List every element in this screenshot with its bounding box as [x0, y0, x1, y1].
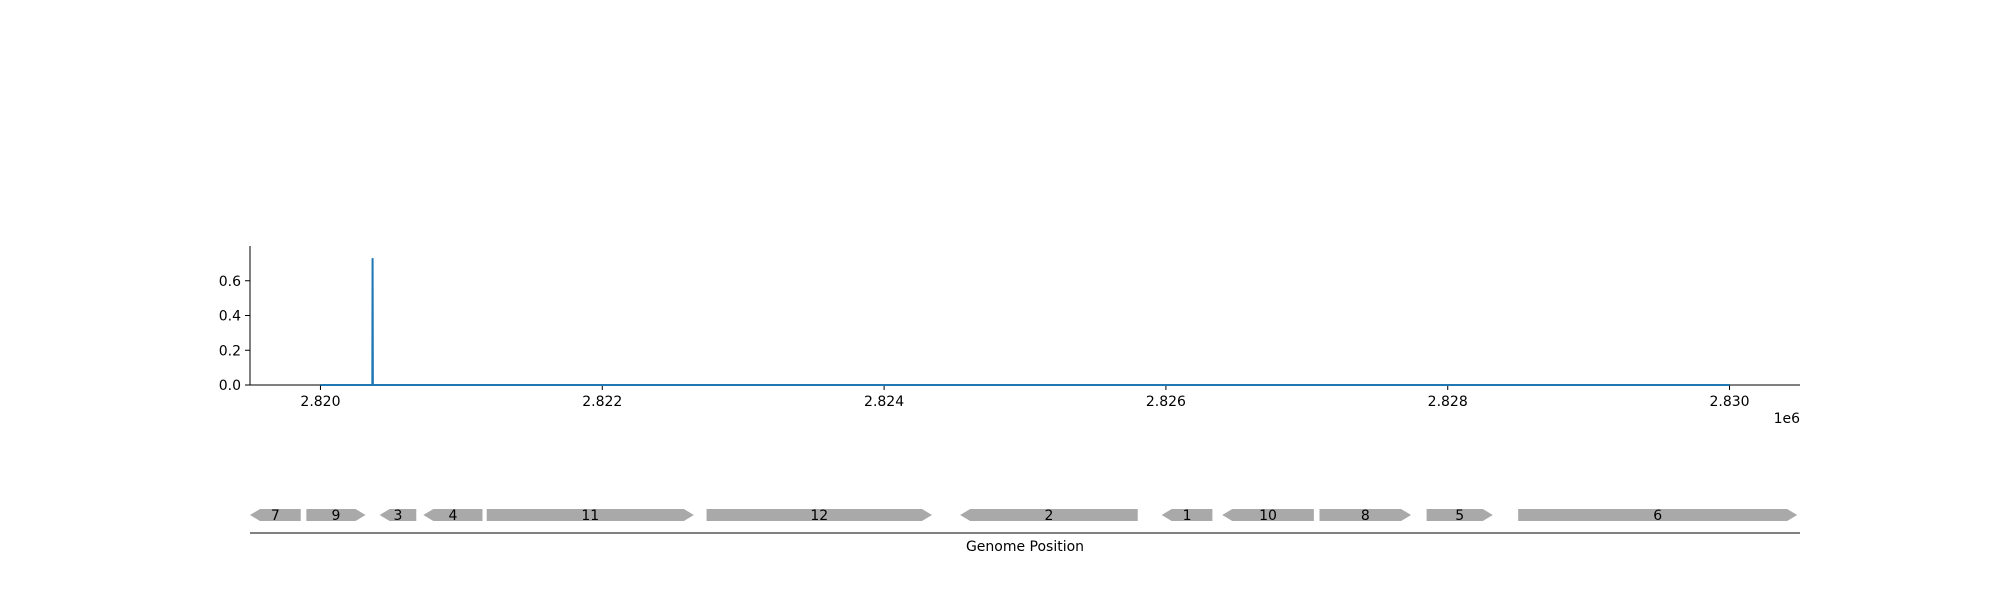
gene-arrow — [1222, 509, 1314, 521]
gene-arrow — [486, 509, 694, 521]
gene-arrow — [706, 509, 932, 521]
gene-arrow — [960, 509, 1138, 521]
y-tick-label: 0.2 — [219, 343, 241, 359]
gene-track-x-axis-label: Genome Position — [966, 539, 1084, 555]
gene-arrow — [1161, 509, 1213, 521]
gene-label: 9 — [331, 508, 340, 524]
gene-arrow — [1319, 509, 1412, 521]
gene-track: 7 9 3 4 11 12 2 1 10 8 5 6 Genome Position — [250, 508, 1800, 555]
gene-arrow — [1518, 509, 1798, 521]
y-tick-label: 0.4 — [219, 309, 241, 325]
y-axis-ticks: 0.0 0.2 0.4 0.6 — [219, 274, 250, 394]
gene-label: 3 — [393, 508, 402, 524]
x-tick-label: 2.830 — [1709, 394, 1749, 410]
gene-label: 5 — [1455, 508, 1464, 524]
x-tick-label: 2.820 — [300, 394, 340, 410]
gene-label: 4 — [448, 508, 457, 524]
gene-label: 10 — [1259, 508, 1277, 524]
x-axis-ticks: 2.820 2.822 2.824 2.826 2.828 2.830 — [300, 385, 1750, 410]
gene-label: 1 — [1183, 508, 1192, 524]
x-tick-label: 2.824 — [864, 394, 904, 410]
gene-label: 8 — [1361, 508, 1370, 524]
gene-arrow — [1426, 509, 1493, 521]
gene-arrows: 7 9 3 4 11 12 2 1 10 8 5 6 — [250, 508, 1798, 524]
gene-label: 11 — [581, 508, 599, 524]
gene-label: 6 — [1653, 508, 1662, 524]
x-tick-label: 2.826 — [1146, 394, 1186, 410]
y-tick-label: 0.0 — [219, 378, 241, 394]
series-layer — [320, 258, 1730, 386]
y-tick-label: 0.6 — [219, 274, 241, 290]
gene-label: 12 — [810, 508, 828, 524]
series-line — [320, 258, 1730, 386]
gene-arrow — [306, 509, 366, 521]
gene-label: 7 — [271, 508, 280, 524]
x-axis-offset-label: 1e6 — [1774, 411, 1801, 427]
x-tick-label: 2.828 — [1428, 394, 1468, 410]
gene-arrow — [379, 509, 417, 521]
gene-label: 2 — [1044, 508, 1053, 524]
gene-arrow — [250, 509, 301, 521]
plot-area: 0.00.20.40.6 2.820 2.822 2.824 2.826 2.828 2.… — [219, 246, 1800, 427]
gene-arrow — [423, 509, 483, 521]
x-tick-label: 2.822 — [582, 394, 622, 410]
